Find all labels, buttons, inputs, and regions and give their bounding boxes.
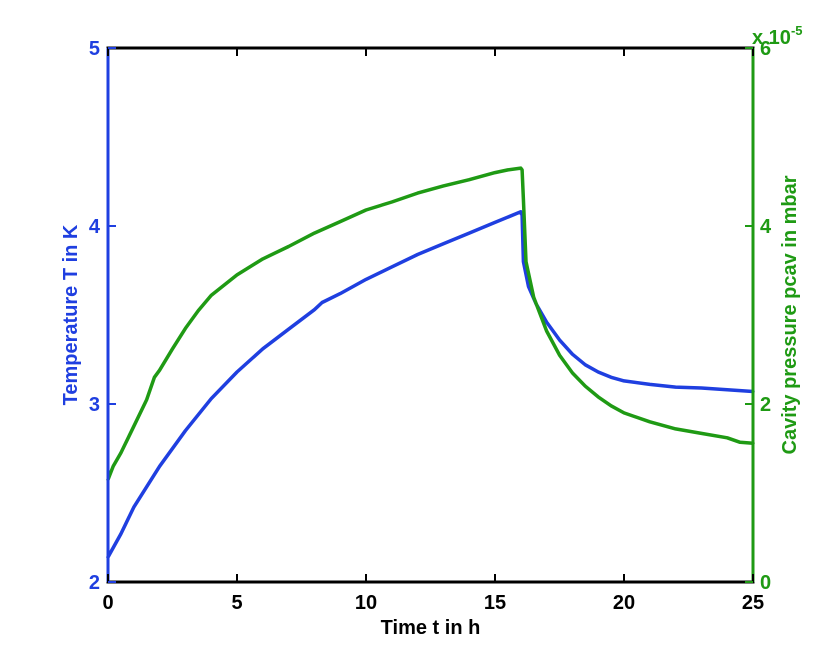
right-axis-multiplier-exponent: -5 xyxy=(791,23,803,38)
y-left-tick-label: 5 xyxy=(89,38,100,60)
x-tick-label: 25 xyxy=(742,592,764,614)
right-axis-multiplier-base: x 10 xyxy=(752,27,791,49)
y-right-axis-title: Cavity pressure pcav in mbar xyxy=(779,175,801,454)
x-tick-label: 20 xyxy=(613,592,635,614)
pressure-series-line xyxy=(106,166,755,482)
x-tick-label: 5 xyxy=(231,592,242,614)
y-right-tick-label: 2 xyxy=(760,394,771,416)
x-tick-label: 0 xyxy=(102,592,113,614)
y-right-tick-label: 6 xyxy=(760,38,771,60)
x-axis: 0 5 10 15 20 25 xyxy=(102,48,764,614)
right-axis-multiplier: x 10-5 xyxy=(752,23,803,49)
y-left-axis-title: Temperature T in K xyxy=(60,224,82,405)
temperature-series-line xyxy=(106,210,755,559)
y-left-tick-label: 3 xyxy=(89,394,100,416)
plot-lines xyxy=(106,166,755,559)
y-left-tick-label: 4 xyxy=(89,216,101,238)
x-tick-label: 10 xyxy=(355,592,377,614)
y-right-tick-label: 4 xyxy=(760,216,772,238)
y-left-axis: 2 3 4 5 xyxy=(89,38,116,594)
y-right-tick-label: 0 xyxy=(760,572,771,594)
y-left-tick-label: 2 xyxy=(89,572,100,594)
x-axis-title: Time t in h xyxy=(381,617,481,639)
y-right-axis: 0 2 4 6 xyxy=(745,38,772,594)
x-tick-label: 15 xyxy=(484,592,506,614)
plot-frame xyxy=(106,46,755,584)
